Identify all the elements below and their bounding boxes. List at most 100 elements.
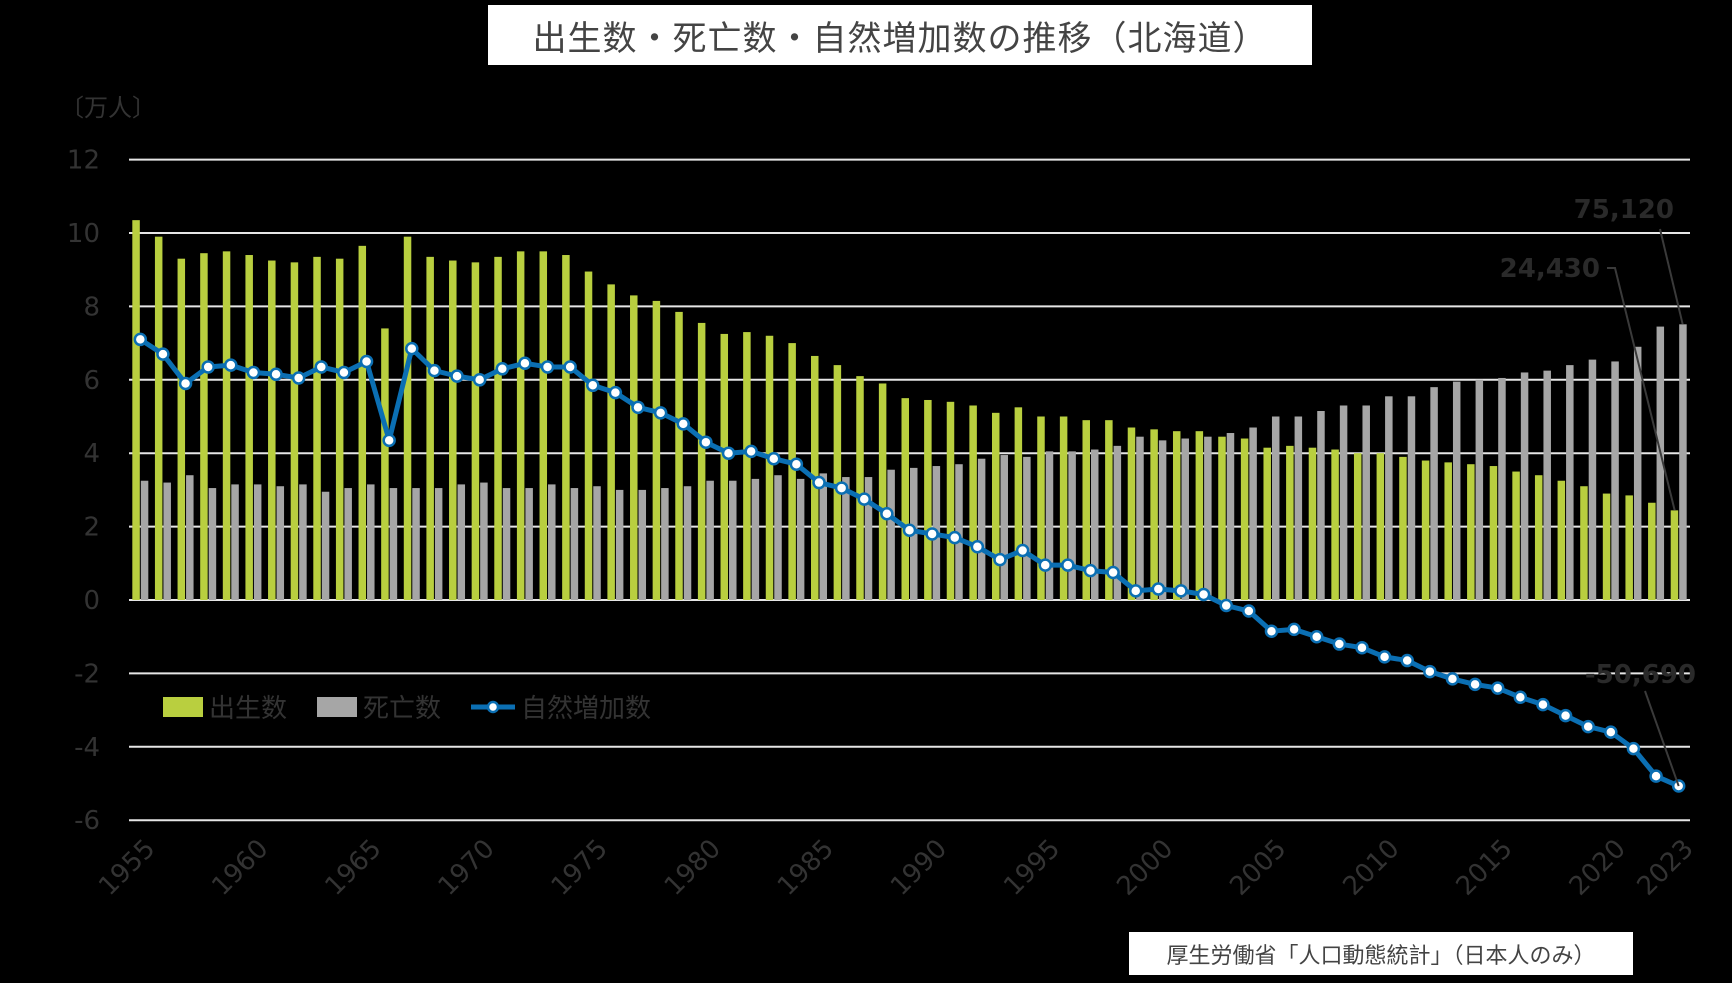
- deaths-bar: [1452, 381, 1461, 600]
- deaths-bar: [796, 478, 805, 600]
- births-bar: [1444, 462, 1452, 600]
- births-bar: [788, 343, 796, 600]
- natural-increase-marker: [1558, 708, 1573, 723]
- natural-increase-marker: [1038, 558, 1052, 572]
- births-bar: [607, 284, 615, 600]
- natural-increase-marker: [269, 367, 283, 382]
- natural-increase-marker: [1490, 681, 1505, 695]
- births-bar: [991, 412, 1000, 600]
- x-tick-label: 1955: [93, 834, 161, 902]
- x-tick-label: 1970: [433, 834, 501, 902]
- births-bar: [1150, 429, 1158, 600]
- deaths-bar: [887, 469, 895, 600]
- natural-increase-marker: [767, 451, 781, 466]
- births-bar: [630, 295, 638, 600]
- natural-increase-marker: [1377, 650, 1392, 664]
- births-bar: [1286, 445, 1294, 600]
- deaths-bar: [231, 484, 239, 600]
- births-bar: [1467, 464, 1475, 600]
- natural-increase-marker: [359, 354, 374, 369]
- y-tick-label: -4: [74, 733, 100, 763]
- deaths-bar: [593, 486, 601, 600]
- deaths-bar: [819, 473, 828, 600]
- births-bar: [516, 251, 525, 600]
- natural-increase-marker: [178, 376, 193, 391]
- natural-increase-marker: [133, 332, 148, 347]
- natural-increase-marker: [1083, 563, 1098, 578]
- natural-increase-marker: [314, 360, 329, 374]
- x-tick-label: 2023: [1632, 834, 1700, 902]
- x-tick-label: 2005: [1224, 834, 1292, 902]
- deaths-bar: [1475, 379, 1484, 600]
- natural-increase-marker: [925, 527, 939, 541]
- deaths-bar: [321, 491, 330, 600]
- natural-increase-marker: [676, 417, 691, 431]
- deaths-bar: [1679, 324, 1687, 600]
- legend-item-natural-increase: 自然増加数: [471, 688, 651, 725]
- natural-increase-marker: [1400, 653, 1414, 668]
- births-bar: [1127, 427, 1136, 600]
- births-bar: [969, 405, 977, 600]
- births-bar: [1421, 460, 1430, 600]
- deaths-bar: [1000, 455, 1008, 600]
- deaths-bar: [1430, 387, 1438, 600]
- natural-increase-marker: [902, 523, 917, 538]
- deaths-bar: [1023, 456, 1031, 600]
- natural-increase-marker: [1287, 622, 1301, 637]
- natural-increase-marker: [405, 341, 419, 356]
- natural-increase-marker: [857, 492, 872, 506]
- natural-increase-marker: [291, 371, 306, 385]
- natural-increase-marker: [1242, 604, 1256, 618]
- births-bar: [878, 383, 887, 600]
- x-tick-label: 2020: [1564, 834, 1632, 902]
- natural-increase-marker: [721, 446, 736, 460]
- deaths-bar: [1294, 416, 1303, 600]
- births-bar: [154, 236, 163, 601]
- births-bar: [1534, 475, 1543, 600]
- births-bar: [720, 333, 729, 600]
- natural-increase-marker: [1423, 664, 1437, 679]
- deaths-bar: [1633, 346, 1642, 600]
- deaths-bar: [774, 475, 782, 600]
- natural-increase-marker: [970, 540, 985, 554]
- x-tick-label: 2000: [1111, 834, 1179, 902]
- deaths-bar: [751, 478, 760, 600]
- y-tick-label: 12: [67, 146, 100, 176]
- births-bar: [1602, 493, 1611, 600]
- deaths-bar: [638, 489, 647, 600]
- deaths-swatch: [317, 696, 358, 717]
- births-bar: [403, 236, 412, 601]
- births-bar: [426, 256, 434, 600]
- births-bar: [1376, 453, 1385, 600]
- deaths-bar: [548, 484, 556, 600]
- natural-increase-marker: [1536, 697, 1550, 712]
- natural-increase-marker: [540, 360, 555, 374]
- births-bar: [697, 322, 706, 600]
- natural-increase-marker: [947, 530, 962, 545]
- deaths-bar: [570, 488, 579, 600]
- births-bar: [1263, 447, 1271, 600]
- deaths-bar: [299, 484, 307, 600]
- births-swatch: [163, 696, 203, 717]
- deaths-bar: [1271, 416, 1280, 600]
- deaths-bar: [1543, 370, 1551, 600]
- leader-line: [1659, 228, 1684, 325]
- deaths-bar: [1566, 365, 1574, 600]
- births-bar: [1353, 453, 1362, 600]
- annotation-births-2023: 24,430: [1500, 254, 1600, 284]
- deaths-bar: [367, 484, 375, 600]
- deaths-bar: [344, 488, 352, 600]
- chart-title: 出生数・死亡数・自然増加数の推移（北海道）: [532, 18, 1268, 59]
- y-axis-unit-label: 〔万人〕: [60, 94, 156, 122]
- natural-increase-marker: [789, 457, 804, 471]
- leader-line: [1607, 267, 1676, 511]
- deaths-bar: [163, 482, 171, 600]
- births-bar: [946, 401, 955, 600]
- births-bar: [1670, 510, 1679, 600]
- deaths-bar: [208, 488, 217, 600]
- births-bar: [1512, 471, 1520, 600]
- natural-increase-marker: [1626, 741, 1641, 756]
- leader-line: [1644, 690, 1680, 787]
- births-bar: [1195, 431, 1204, 600]
- deaths-bar: [683, 486, 692, 600]
